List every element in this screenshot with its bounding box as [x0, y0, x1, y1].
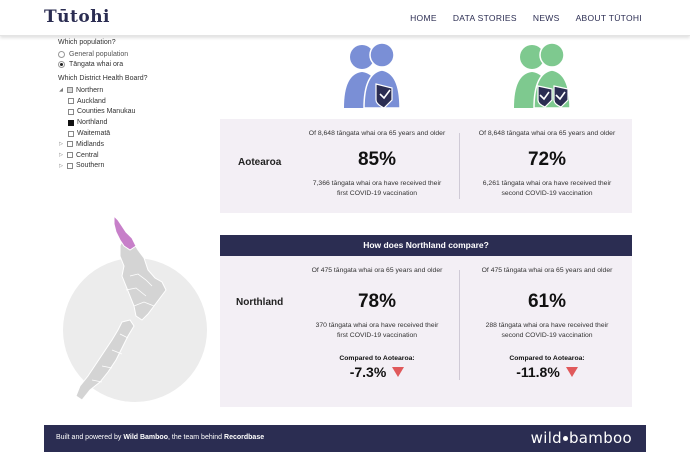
- second-dose-percent: 72%: [527, 149, 567, 170]
- down-arrow-icon: [392, 367, 405, 377]
- footer-credit: Built and powered by Wild Bamboo, the te…: [56, 434, 264, 441]
- first-dose-population: Of 475 tāngata whai ora 65 years and old…: [311, 267, 443, 274]
- tree-item-auckland[interactable]: Auckland: [58, 96, 218, 107]
- nav-data-stories[interactable]: DATA STORIES: [452, 13, 517, 23]
- tree-item-waitemata[interactable]: Waitematā: [58, 128, 218, 139]
- map-south-island[interactable]: [75, 319, 135, 401]
- tree-item-label: Waitematā: [77, 130, 111, 138]
- northland-first-dose: Of 475 tāngata whai ora 65 years and old…: [292, 267, 462, 382]
- second-dose-people-icon: [510, 40, 580, 117]
- credit-prefix: Built and powered by: [56, 434, 124, 441]
- wild-bamboo-link[interactable]: Wild Bamboo: [123, 434, 168, 441]
- checkbox-southern[interactable]: [67, 162, 73, 169]
- northland-second-dose: Of 475 tāngata whai ora 65 years and old…: [462, 267, 632, 382]
- tree-item-label: Midlands: [76, 140, 105, 148]
- tree-item-midlands[interactable]: ▷ Midlands: [58, 139, 218, 150]
- checkbox-northland[interactable]: [68, 119, 74, 126]
- collapse-arrow-icon[interactable]: ▷: [59, 152, 63, 159]
- northland-region-label: Northland: [236, 297, 284, 308]
- filter-sidebar: Which population? General population Tān…: [58, 38, 218, 171]
- top-header: Tūtohi HOME DATA STORIES NEWS ABOUT TŪTO…: [0, 0, 690, 36]
- second-dose-caption: second COVID-19 vaccination: [501, 332, 593, 339]
- second-dose-population: Of 8,648 tāngata whai ora 65 years and o…: [478, 130, 616, 137]
- first-dose-percent: 78%: [357, 291, 397, 312]
- nav-news[interactable]: NEWS: [532, 13, 560, 23]
- nz-map[interactable]: [60, 210, 220, 410]
- tree-item-northern[interactable]: ◢ Northern: [58, 85, 218, 96]
- tree-item-central[interactable]: ▷ Central: [58, 150, 218, 161]
- second-dose-caption: second COVID-19 vaccination: [501, 190, 593, 197]
- footer: Built and powered by Wild Bamboo, the te…: [44, 425, 646, 452]
- tree-item-label: Southern: [76, 162, 105, 170]
- aotearoa-first-dose: Of 8,648 tāngata whai ora 65 years and o…: [292, 130, 462, 199]
- map-region-borders: [125, 273, 155, 307]
- second-dose-difference: -11.8%: [516, 364, 578, 380]
- tree-item-label: Central: [76, 151, 99, 159]
- dhb-tree: ◢ Northern Auckland Counties Manukau Nor…: [58, 85, 218, 171]
- tree-item-counties-manukau[interactable]: Counties Manukau: [58, 107, 218, 118]
- expand-arrow-icon[interactable]: ◢: [59, 87, 63, 94]
- panel-divider: [459, 133, 460, 199]
- second-dose-percent: 61%: [527, 291, 567, 312]
- radio-tangata[interactable]: [58, 60, 65, 68]
- first-dose-difference: -7.3%: [350, 364, 405, 380]
- checkbox-northern[interactable]: [67, 87, 73, 94]
- collapse-arrow-icon[interactable]: ▷: [59, 162, 63, 169]
- second-dose-population: Of 475 tāngata whai ora 65 years and old…: [481, 267, 613, 274]
- first-dose-count: 370 tāngata whai ora have received their: [315, 322, 439, 329]
- checkbox-waitemata[interactable]: [68, 130, 74, 137]
- logo[interactable]: Tūtohi: [44, 7, 111, 27]
- tree-item-northland[interactable]: Northland: [58, 117, 218, 128]
- tree-item-label: Northern: [76, 86, 104, 94]
- checkbox-auckland[interactable]: [68, 98, 74, 105]
- difference-value: -11.8%: [516, 364, 560, 380]
- first-dose-population: Of 8,648 tāngata whai ora 65 years and o…: [308, 130, 446, 137]
- collapse-arrow-icon[interactable]: ▷: [59, 141, 63, 148]
- nav-about[interactable]: ABOUT TŪTOHI: [575, 13, 642, 23]
- first-dose-caption: first COVID-19 vaccination: [336, 332, 418, 339]
- population-option-label: General population: [69, 50, 129, 58]
- down-arrow-icon: [565, 367, 578, 377]
- panel-divider: [459, 270, 460, 380]
- aotearoa-panel: Aotearoa Of 8,648 tāngata whai ora 65 ye…: [220, 119, 632, 213]
- radio-general[interactable]: [58, 50, 65, 58]
- compare-label: Compared to Aotearoa:: [509, 355, 585, 362]
- population-option-tangata[interactable]: Tāngata whai ora: [58, 59, 218, 69]
- second-dose-count: 6,261 tāngata whai ora have received the…: [482, 180, 612, 187]
- first-dose-percent: 85%: [357, 149, 397, 170]
- population-option-label: Tāngata whai ora: [69, 60, 124, 68]
- compare-label: Compared to Aotearoa:: [339, 355, 415, 362]
- brand-left: wild: [530, 429, 562, 447]
- second-dose-count: 288 tāngata whai ora have received their: [485, 322, 609, 329]
- first-dose-people-icon: [340, 40, 406, 117]
- aotearoa-second-dose: Of 8,648 tāngata whai ora 65 years and o…: [462, 130, 632, 199]
- first-dose-count: 7,366 tāngata whai ora have received the…: [312, 180, 442, 187]
- brand-right: bamboo: [568, 429, 632, 447]
- checkbox-counties-manukau[interactable]: [68, 108, 74, 115]
- main-nav: HOME DATA STORIES NEWS ABOUT TŪTOHI: [410, 13, 642, 23]
- credit-middle: , the team behind: [167, 434, 225, 441]
- nz-map-svg: [63, 214, 207, 402]
- aotearoa-region-label: Aotearoa: [238, 157, 282, 168]
- map-south-borders: [91, 333, 129, 383]
- compare-banner: How does Northland compare?: [220, 235, 632, 256]
- population-label: Which population?: [58, 39, 116, 46]
- brand-dot-icon: [562, 436, 568, 441]
- first-dose-caption: first COVID-19 vaccination: [336, 190, 418, 197]
- recordbase-link[interactable]: Recordbase: [224, 434, 265, 441]
- nav-home[interactable]: HOME: [410, 13, 437, 23]
- northland-panel: Northland Of 475 tāngata whai ora 65 yea…: [220, 256, 632, 407]
- tree-item-southern[interactable]: ▷ Southern: [58, 161, 218, 172]
- checkbox-midlands[interactable]: [67, 141, 73, 148]
- difference-value: -7.3%: [349, 364, 387, 380]
- tree-item-label: Auckland: [77, 97, 106, 105]
- tree-item-label: Northland: [77, 119, 108, 127]
- population-option-general[interactable]: General population: [58, 49, 218, 59]
- wild-bamboo-logo[interactable]: wild bamboo: [531, 429, 632, 447]
- tree-item-label: Counties Manukau: [77, 108, 136, 116]
- dhb-label: Which District Health Board?: [58, 75, 148, 82]
- map-northland[interactable]: [113, 214, 137, 251]
- checkbox-central[interactable]: [67, 152, 73, 159]
